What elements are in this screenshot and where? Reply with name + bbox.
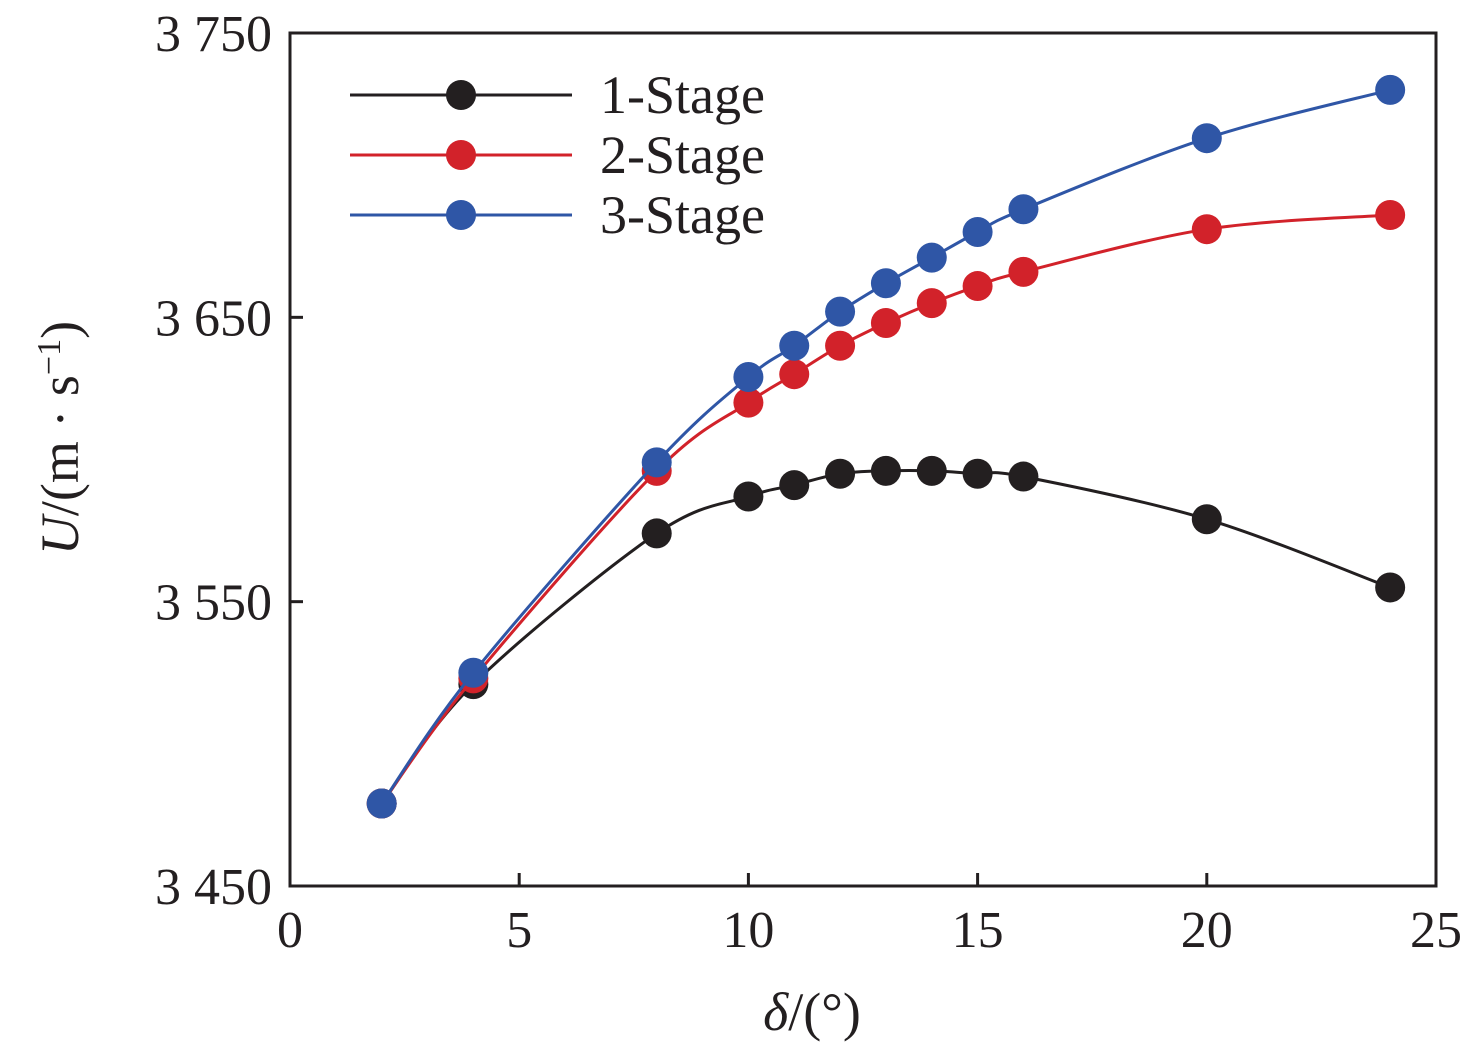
data-point [1191, 123, 1222, 154]
x-axis-symbol: δ [763, 982, 789, 1042]
y-tick-label: 3 650 [155, 290, 272, 347]
legend-label: 1-Stage [600, 65, 765, 125]
legend-label: 3-Stage [600, 185, 765, 245]
data-point [1008, 461, 1039, 492]
series-line [380, 213, 1391, 805]
x-tick-label: 25 [1410, 902, 1462, 959]
data-point [733, 362, 764, 393]
data-point [825, 458, 856, 489]
y-tick-label: 3 450 [155, 859, 272, 916]
legend-label: 2-Stage [600, 125, 765, 185]
series-layer [366, 74, 1406, 819]
data-point [733, 481, 764, 512]
data-point [870, 308, 901, 339]
data-point [641, 447, 672, 478]
y-axis-unit-suffix: ) [30, 321, 90, 339]
data-point [962, 458, 993, 489]
y-axis-unit-prefix: /(m · s [30, 375, 90, 516]
data-point [641, 518, 672, 549]
data-point [366, 788, 397, 819]
x-tick-label: 5 [506, 902, 532, 959]
legend-item: 3-Stage [350, 185, 765, 245]
data-point [1191, 214, 1222, 245]
axis-ticks: 0 5 10 15 20 25 3 450 3 550 3 650 3 750 [155, 6, 1462, 959]
x-tick-label: 10 [722, 902, 774, 959]
series-line [380, 469, 1391, 805]
legend-swatch-marker [446, 80, 476, 110]
legend-swatch-marker [446, 200, 476, 230]
data-point [1008, 194, 1039, 225]
data-point [1375, 199, 1406, 230]
data-point [916, 455, 947, 486]
series-1 [366, 455, 1406, 819]
legend-swatch-marker [446, 140, 476, 170]
legend-item: 2-Stage [350, 125, 765, 185]
x-axis-unit: /(°) [788, 982, 861, 1042]
data-point [1008, 256, 1039, 287]
series-line [380, 88, 1391, 805]
data-point [825, 330, 856, 361]
data-point [962, 271, 993, 302]
data-point [825, 296, 856, 327]
data-point [1375, 572, 1406, 603]
data-point [779, 359, 810, 390]
x-tick-label: 20 [1181, 902, 1233, 959]
y-axis-unit-exponent: −1 [31, 339, 68, 375]
data-point [916, 288, 947, 319]
data-point [779, 470, 810, 501]
data-point [870, 268, 901, 299]
legend-item: 1-Stage [350, 65, 765, 125]
data-point [1375, 74, 1406, 105]
x-tick-label: 0 [277, 902, 303, 959]
data-point [779, 330, 810, 361]
y-tick-label: 3 750 [155, 6, 272, 63]
x-axis-title: δ/(°) [763, 982, 861, 1042]
data-point [870, 455, 901, 486]
y-tick-label: 3 550 [155, 575, 272, 632]
data-point [1191, 504, 1222, 535]
data-point [458, 657, 489, 688]
plot-frame [288, 31, 1438, 888]
data-point [916, 242, 947, 273]
data-point [962, 217, 993, 248]
data-point [733, 387, 764, 418]
series-3 [366, 74, 1406, 819]
y-axis-title: U/(m · s−1) [30, 321, 90, 555]
x-tick-label: 15 [952, 902, 1004, 959]
y-axis-symbol: U [30, 513, 90, 555]
